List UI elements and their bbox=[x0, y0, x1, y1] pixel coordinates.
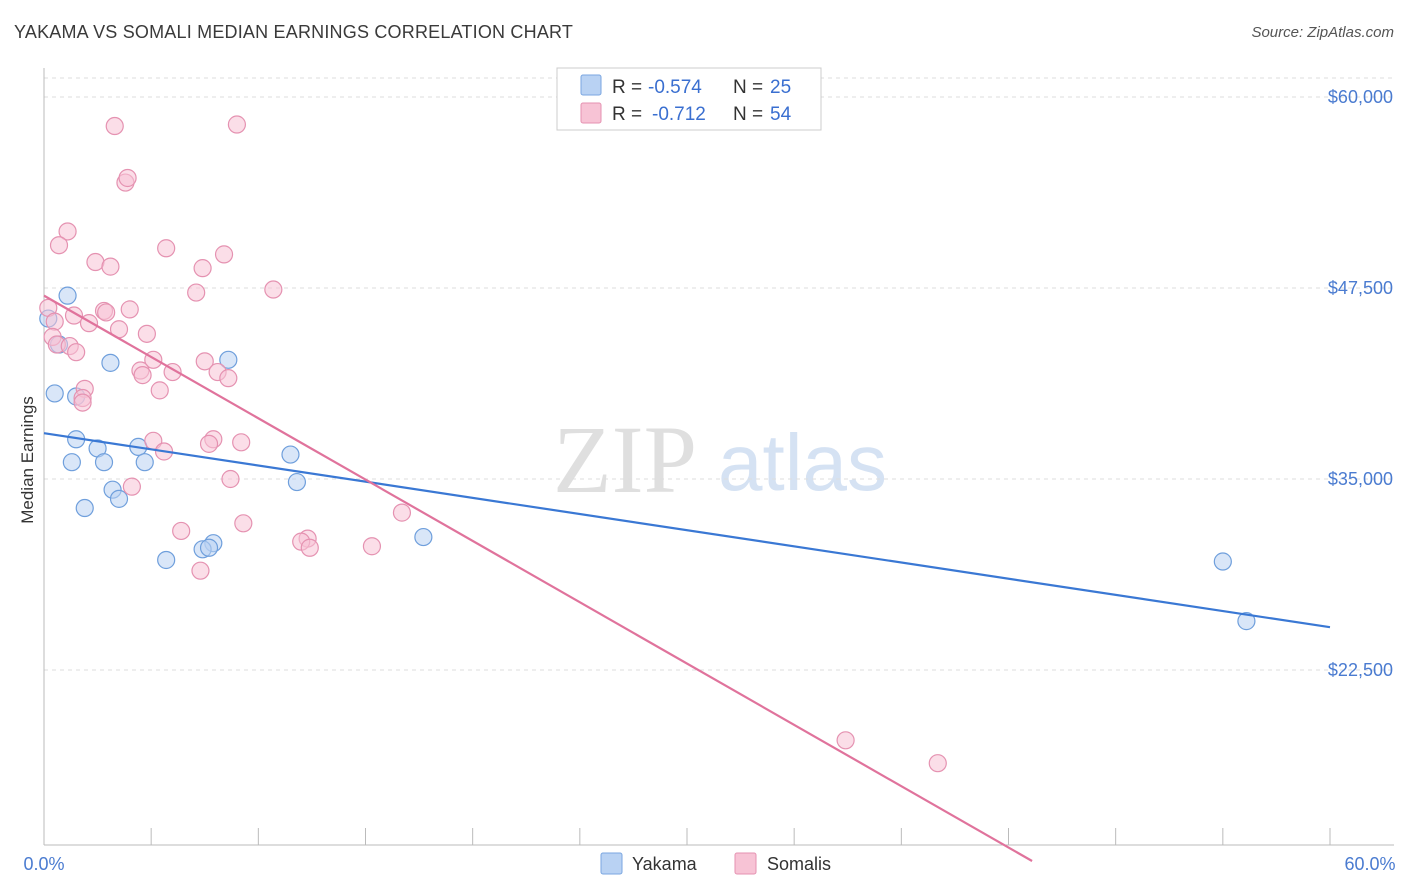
yakama-point-10 bbox=[62, 453, 81, 472]
legend-swatch-somalis bbox=[580, 102, 602, 124]
yakama-point-4 bbox=[101, 353, 120, 372]
legend-swatch-yakama bbox=[580, 74, 602, 96]
somalis-point-16 bbox=[120, 300, 139, 319]
yakama-point-17 bbox=[75, 498, 94, 518]
y-tick-label-0: $22,500 bbox=[1328, 660, 1393, 680]
somalis-point-51 bbox=[191, 561, 210, 580]
somalis-point-46 bbox=[172, 521, 191, 541]
somalis-point-10 bbox=[193, 259, 212, 278]
yakama-point-21 bbox=[199, 538, 219, 557]
yakama-point-24 bbox=[1237, 612, 1256, 631]
series-legend: Yakama Somalis bbox=[600, 852, 831, 875]
legend-somalis-r-value: -0.712 bbox=[652, 104, 706, 125]
somalis-point-49 bbox=[300, 538, 319, 557]
bottom-legend-somalis: Somalis bbox=[767, 854, 831, 874]
somalis-point-5 bbox=[49, 236, 69, 255]
x-tick-min: 0.0% bbox=[23, 854, 64, 874]
somalis-point-6 bbox=[157, 239, 176, 258]
x-tick-max: 60.0% bbox=[1344, 854, 1395, 874]
somalis-point-36 bbox=[73, 393, 92, 412]
chart-title: YAKAMA VS SOMALI MEDIAN EARNINGS CORRELA… bbox=[14, 22, 574, 42]
somalis-point-7 bbox=[214, 245, 234, 264]
yakama-trendline bbox=[43, 432, 1331, 629]
watermark-zip: ZIP bbox=[553, 406, 697, 513]
legend-somalis-r-label: R = bbox=[612, 104, 642, 125]
yakama-point-13 bbox=[281, 445, 300, 464]
somalis-point-45 bbox=[234, 514, 253, 533]
legend-yakama-r-label: R = bbox=[612, 77, 642, 98]
somalis-trendline bbox=[43, 294, 1033, 862]
somalis-point-3 bbox=[118, 168, 137, 188]
somalis-point-25 bbox=[67, 343, 86, 362]
yakama-point-1 bbox=[58, 286, 77, 305]
yakama-point-16 bbox=[287, 472, 307, 492]
somalis-point-50 bbox=[362, 537, 382, 556]
somalis-point-11 bbox=[264, 280, 283, 299]
bottom-legend-swatch-yakama bbox=[600, 852, 623, 875]
somalis-point-4 bbox=[58, 222, 77, 241]
somalis-point-17 bbox=[97, 303, 116, 322]
somalis-point-52 bbox=[836, 731, 855, 750]
series-somalis bbox=[39, 115, 947, 773]
yakama-point-23 bbox=[1213, 552, 1232, 571]
yakama-point-5 bbox=[219, 350, 238, 369]
somalis-point-40 bbox=[232, 433, 251, 452]
legend-somalis-n-value: 54 bbox=[770, 104, 792, 125]
somalis-point-0 bbox=[105, 116, 124, 136]
somalis-point-43 bbox=[122, 477, 141, 496]
y-tick-label-1: $35,000 bbox=[1328, 469, 1393, 489]
somalis-point-44 bbox=[392, 503, 412, 522]
watermark-atlas: atlas bbox=[718, 418, 887, 507]
legend-yakama-n-label: N = bbox=[733, 77, 763, 98]
somalis-point-32 bbox=[219, 369, 238, 388]
y-axis-title: Median Earnings bbox=[18, 396, 37, 524]
legend-somalis-n-label: N = bbox=[733, 104, 763, 125]
source-credit: Source: ZipAtlas.com bbox=[1251, 24, 1394, 41]
somalis-point-53 bbox=[928, 754, 947, 773]
somalis-point-39 bbox=[199, 434, 219, 453]
yakama-point-22 bbox=[157, 550, 176, 570]
yakama-point-3 bbox=[45, 384, 64, 403]
somalis-point-34 bbox=[150, 381, 169, 400]
yakama-point-18 bbox=[414, 527, 433, 547]
somalis-point-29 bbox=[133, 365, 152, 385]
yakama-point-15 bbox=[109, 489, 129, 508]
somalis-point-14 bbox=[45, 312, 64, 331]
bottom-legend-swatch-somalis bbox=[734, 852, 757, 875]
somalis-point-42 bbox=[221, 469, 240, 489]
stats-legend: R = -0.574 N = 25 R = -0.712 N = 54 bbox=[556, 67, 822, 131]
somalis-point-12 bbox=[187, 283, 206, 302]
yakama-point-11 bbox=[94, 453, 114, 472]
somalis-point-21 bbox=[137, 324, 156, 343]
yakama-point-12 bbox=[135, 453, 154, 472]
y-tick-label-2: $47,500 bbox=[1328, 278, 1393, 298]
legend-yakama-n-value: 25 bbox=[770, 77, 791, 98]
somalis-point-1 bbox=[227, 115, 246, 134]
legend-yakama-r-value: -0.574 bbox=[648, 77, 702, 98]
bottom-legend-yakama: Yakama bbox=[632, 854, 698, 874]
somalis-point-9 bbox=[101, 257, 120, 276]
y-tick-label-3: $60,000 bbox=[1328, 87, 1393, 107]
somalis-point-8 bbox=[86, 252, 105, 272]
somalis-point-26 bbox=[195, 352, 214, 371]
